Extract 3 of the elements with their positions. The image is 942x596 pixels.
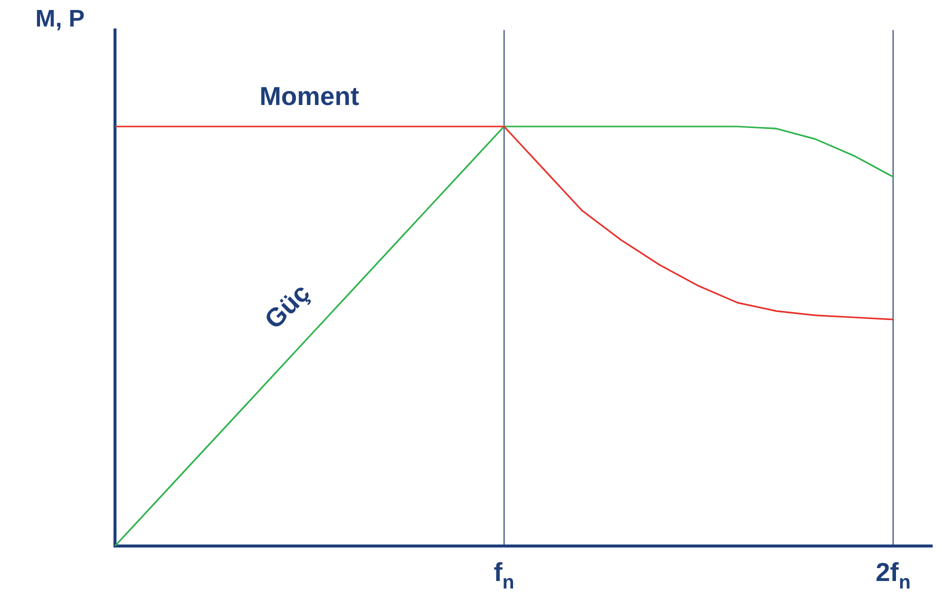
- text: Güç: [258, 277, 316, 336]
- y-axis-title: M, P: [35, 6, 85, 33]
- series-label: Moment: [260, 80, 360, 112]
